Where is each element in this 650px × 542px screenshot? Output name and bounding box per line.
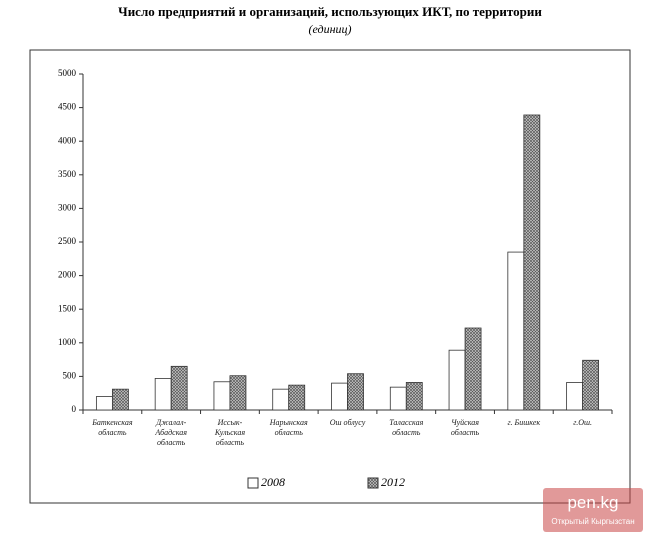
bar [448,349,466,411]
bar [95,396,113,411]
chart-frame [29,49,631,504]
x-tick-label: Иссык-Кульская область [214,418,246,447]
bar [213,381,231,411]
y-tick-label: 5000 [58,68,77,78]
y-tick-label: 4500 [58,102,77,112]
chart-title: Число предприятий и организаций, использ… [118,4,542,19]
y-tick-label: 0 [72,404,77,414]
legend-label: 2008 [261,475,285,489]
bar [464,327,482,411]
legend-swatch [367,477,379,489]
y-tick-label: 1000 [58,337,77,347]
bar [507,251,525,411]
bar [111,388,129,411]
y-tick-label: 2000 [58,270,77,280]
bar [331,382,348,411]
y-tick-label: 3000 [58,202,77,212]
bar [154,378,172,411]
y-tick-label: 3500 [58,169,77,179]
bar [389,386,407,411]
bar [170,365,188,411]
x-tick-label: г. Бишкек [507,418,541,427]
bar [347,373,364,411]
x-tick-label: Чуйская область [450,418,480,437]
bar [582,359,600,411]
x-tick-label: Баткенская область [92,418,133,437]
bar [272,388,290,411]
x-tick-label: Нарынская область [269,418,308,437]
y-tick-label: 1500 [58,303,77,313]
bar [288,384,306,411]
watermark-caption: Открытый Кыргызстан [551,517,635,526]
x-tick-label: Ош облусу [329,418,366,427]
y-tick-label: 500 [63,370,77,380]
bar [405,382,423,411]
bar [229,375,247,411]
bar [523,114,541,411]
y-tick-label: 4000 [58,135,77,145]
y-tick-label: 2500 [58,236,77,246]
watermark: pen.kg Открытый Кыргызстан [543,488,643,532]
bar [566,382,584,411]
x-tick-label: г.Ош. [573,418,593,427]
watermark-logo: pen.kg [567,493,619,512]
legend-swatch [247,477,259,489]
x-tick-label: Таласская область [389,418,424,437]
chart-subtitle: (единиц) [308,22,351,36]
legend-label: 2012 [381,475,405,489]
x-tick-label: Джалал-Абадская область [155,418,187,447]
